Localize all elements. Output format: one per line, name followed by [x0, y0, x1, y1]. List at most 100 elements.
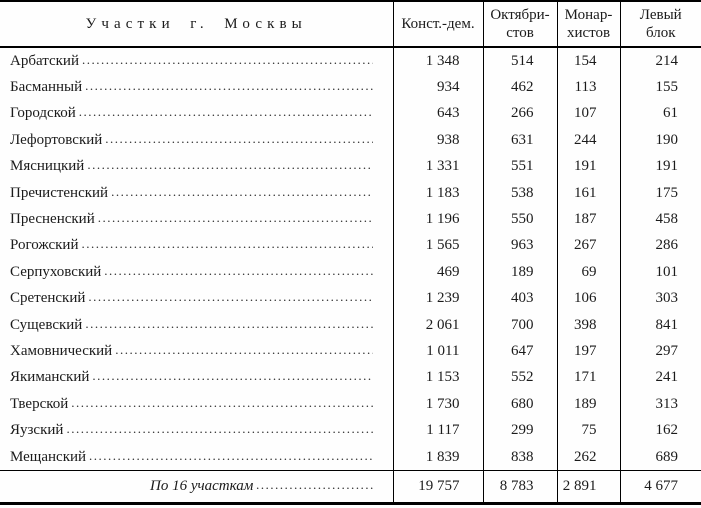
district-cell: Сретенский: [0, 286, 393, 312]
table-row: Мещанский 1 839 838 262 689: [0, 443, 701, 471]
table-row: Тверской 1 730 680 189 313: [0, 391, 701, 418]
district-cell: Городской: [0, 101, 393, 127]
octobrists-value: 462: [482, 74, 557, 101]
table-row: Сретенский 1 239 403 106 303: [0, 285, 701, 312]
left-bloc-value: 286: [619, 232, 701, 260]
monarchists-value: 191: [556, 153, 620, 180]
kadets-value: 1 239: [392, 285, 483, 312]
octobrists-value: 538: [482, 179, 557, 207]
kadets-value: 1 565: [392, 232, 483, 260]
dot-leader: [85, 79, 372, 94]
left-bloc-value: 101: [619, 259, 701, 286]
table-row: Яузский 1 117 299 75 162: [0, 417, 701, 444]
district-name: Тверской: [10, 395, 69, 412]
district-name: Пресненский: [10, 211, 95, 228]
column-header-kadets: Конст.-дем.: [392, 1, 483, 47]
table-row: Мясницкий 1 331 551 191 191: [0, 153, 701, 180]
dot-leader: [115, 343, 372, 358]
left-bloc-value: 61: [619, 100, 701, 128]
district-cell: Рогожский: [0, 233, 393, 259]
left-bloc-value: 689: [619, 443, 701, 471]
district-name: Пречистенский: [10, 184, 109, 201]
monarchists-value: 171: [556, 364, 620, 392]
kadets-value: 1 183: [392, 179, 483, 207]
monarchists-value: 69: [556, 259, 620, 286]
district-cell: Лефортовский: [0, 127, 393, 153]
left-bloc-value: 841: [619, 311, 701, 339]
total-row: По 16 участкам 19 757 8 783 2 891 4 677: [0, 470, 701, 504]
monarchists-value: 113: [556, 74, 620, 101]
district-name: Лефортовский: [10, 131, 103, 148]
kadets-value: 1 153: [392, 364, 483, 392]
district-cell: Арбатский: [0, 47, 393, 74]
dot-leader: [111, 185, 372, 200]
monarchists-value: 398: [556, 311, 620, 339]
district-name: Басманный: [10, 79, 83, 96]
octobrists-value: 514: [482, 47, 557, 75]
left-bloc-value: 175: [619, 179, 701, 207]
dot-leader: [71, 396, 372, 411]
table-body: Арбатский 1 348 514 154 214 Басманный 93…: [0, 47, 701, 504]
district-name: Сущевский: [10, 316, 83, 333]
octobrists-value: 700: [482, 311, 557, 339]
district-name: Городской: [10, 105, 76, 122]
octobrists-value: 963: [482, 232, 557, 260]
column-header-monarchists: Монар- хистов: [556, 1, 620, 47]
district-cell: Пресненский: [0, 206, 393, 232]
left-bloc-value: 313: [619, 391, 701, 418]
table-row: Хамовнический 1 011 647 197 297: [0, 338, 701, 365]
dot-leader: [92, 369, 372, 384]
octobrists-value: 647: [482, 338, 557, 365]
octobrists-value: 552: [482, 364, 557, 392]
district-cell: Мещанский: [0, 444, 393, 471]
kadets-value: 938: [392, 127, 483, 154]
monarchists-value: 262: [556, 443, 620, 471]
octobrists-value: 403: [482, 285, 557, 312]
kadets-value: 643: [392, 100, 483, 128]
monarchists-value: 161: [556, 179, 620, 207]
dot-leader: [66, 422, 372, 437]
table-row: Пречистенский 1 183 538 161 175: [0, 179, 701, 207]
dot-leader: [81, 237, 372, 252]
kadets-value: 1 011: [392, 338, 483, 365]
monarchists-value: 75: [556, 417, 620, 444]
district-name: Яузский: [10, 422, 64, 439]
district-cell: Тверской: [0, 391, 393, 417]
district-cell: Басманный: [0, 74, 393, 100]
octobrists-value: 266: [482, 100, 557, 128]
table-row: Серпуховский 469 189 69 101: [0, 259, 701, 286]
district-cell: Хамовнический: [0, 338, 393, 364]
column-header-left-bloc: Левый блок: [619, 1, 701, 47]
left-bloc-value: 214: [619, 47, 701, 75]
kadets-value: 934: [392, 74, 483, 101]
left-bloc-value: 191: [619, 153, 701, 180]
district-name: Серпуховский: [10, 263, 102, 280]
total-label-cell: По 16 участкам: [0, 471, 393, 504]
dot-leader: [98, 211, 373, 226]
kadets-value: 1 117: [392, 417, 483, 444]
kadets-value: 1 331: [392, 153, 483, 180]
octobrists-value: 189: [482, 259, 557, 286]
dot-leader: [89, 449, 372, 464]
district-cell: Якиманский: [0, 365, 393, 391]
kadets-value: 1 839: [392, 443, 483, 471]
kadets-value: 469: [392, 259, 483, 286]
dot-leader: [79, 105, 373, 120]
octobrists-value: 680: [482, 391, 557, 418]
dot-leader: [256, 478, 372, 493]
left-bloc-value: 190: [619, 127, 701, 154]
district-cell: Мясницкий: [0, 154, 393, 180]
octobrists-value: 838: [482, 443, 557, 471]
kadets-value: 2 061: [392, 311, 483, 339]
monarchists-value: 244: [556, 127, 620, 154]
district-name: Рогожский: [10, 237, 79, 254]
district-name: Арбатский: [10, 52, 79, 69]
table-row: Басманный 934 462 113 155: [0, 74, 701, 101]
left-bloc-value: 241: [619, 364, 701, 392]
district-name: Мясницкий: [10, 158, 85, 175]
district-name: Сретенский: [10, 290, 86, 307]
octobrists-value: 551: [482, 153, 557, 180]
total-kadets-value: 19 757: [392, 470, 483, 504]
